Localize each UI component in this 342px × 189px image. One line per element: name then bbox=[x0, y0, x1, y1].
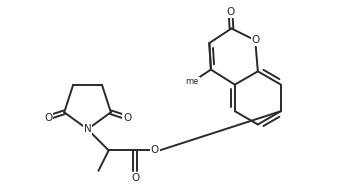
Text: N: N bbox=[84, 124, 91, 134]
Text: O: O bbox=[226, 7, 235, 17]
Text: O: O bbox=[44, 113, 52, 122]
Text: me: me bbox=[186, 77, 199, 86]
Text: O: O bbox=[131, 173, 139, 183]
Text: O: O bbox=[251, 35, 259, 45]
Text: O: O bbox=[151, 145, 159, 155]
Text: O: O bbox=[123, 113, 131, 122]
